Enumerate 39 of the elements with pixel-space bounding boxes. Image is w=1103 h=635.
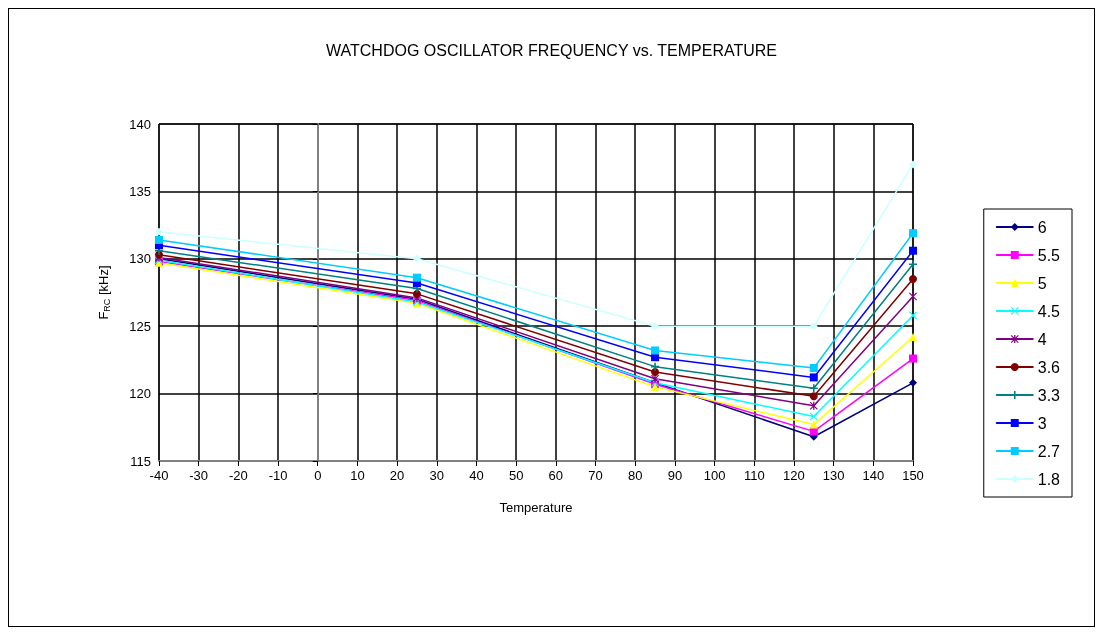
legend-label: 4 (1037, 330, 1047, 348)
legend-label: 5.5 (1037, 246, 1061, 264)
x-tick-label: 70 (588, 468, 603, 483)
x-tick-label: -30 (189, 468, 209, 483)
x-tick-label: 130 (822, 468, 845, 483)
y-tick-label: 115 (130, 453, 151, 469)
y-tick-label: 135 (129, 183, 151, 199)
y-axis-title: FRC [kHz] (96, 265, 112, 320)
legend-label: 5 (1037, 274, 1047, 292)
x-tick-label: 120 (783, 468, 805, 483)
x-tick-label: 40 (469, 468, 484, 483)
y-tick-label: 140 (129, 116, 151, 132)
x-tick-label: 10 (350, 468, 365, 483)
legend-label: 2.7 (1037, 442, 1061, 460)
x-tick-label: 140 (862, 468, 885, 483)
legend-label: 1.8 (1037, 470, 1061, 488)
x-tick-label: 60 (548, 468, 564, 483)
x-tick-label: 30 (429, 468, 445, 483)
y-tick-label: 130 (129, 251, 151, 267)
x-tick-label: -10 (268, 468, 288, 483)
y-tick-label: 125 (129, 318, 151, 334)
x-tick-label: 50 (508, 468, 524, 483)
legend-label: 3.6 (1037, 358, 1061, 376)
x-tick-label: 0 (314, 468, 322, 483)
x-tick-label: 100 (703, 468, 726, 483)
legend-label: 4.5 (1037, 302, 1061, 320)
x-tick-label: 20 (389, 468, 405, 483)
x-tick-label: 90 (667, 468, 683, 483)
legend-label: 3 (1037, 414, 1047, 432)
x-tick-label: -40 (149, 468, 169, 483)
x-tick-label: 110 (743, 468, 765, 483)
x-tick-label: 150 (902, 468, 924, 483)
x-tick-label: -20 (228, 468, 248, 483)
legend-label: 3.3 (1037, 386, 1061, 404)
chart-title: WATCHDOG OSCILLATOR FREQUENCY vs. TEMPERATURE (325, 41, 778, 59)
x-tick-label: 80 (627, 468, 643, 483)
y-tick-label: 120 (129, 386, 151, 402)
legend-label: 6 (1037, 218, 1047, 236)
x-axis-title: Temperature (499, 500, 573, 515)
